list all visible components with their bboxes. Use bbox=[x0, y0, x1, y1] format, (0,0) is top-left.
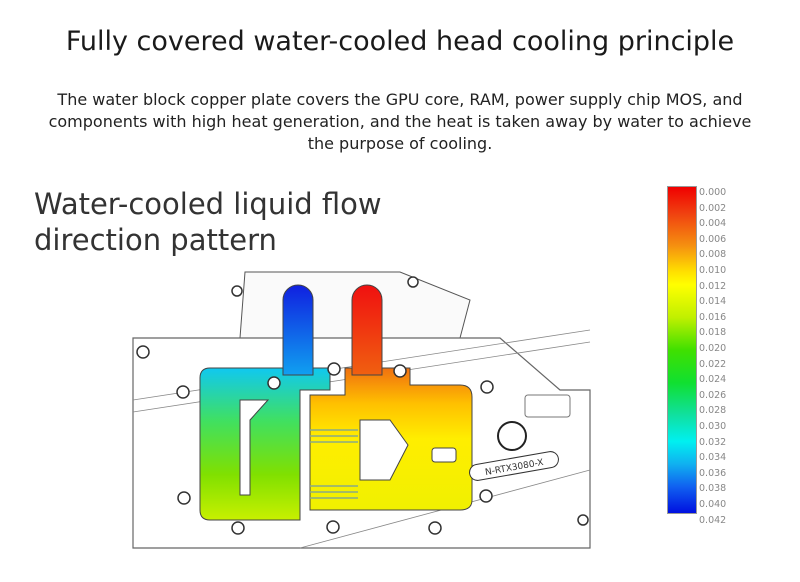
legend-label: 0.036 bbox=[699, 467, 727, 479]
legend-label: 0.008 bbox=[699, 249, 727, 261]
legend-label: 0.034 bbox=[699, 452, 727, 464]
section-heading: Water-cooled liquid flow direction patte… bbox=[34, 186, 382, 258]
coolant-channel-left bbox=[199, 367, 331, 521]
legend-label: 0.006 bbox=[699, 233, 727, 245]
legend-label: 0.028 bbox=[699, 405, 727, 417]
legend-label: 0.016 bbox=[699, 311, 727, 323]
legend-label: 0.018 bbox=[699, 327, 727, 339]
legend-label: 0.004 bbox=[699, 218, 727, 230]
legend-label: 0.026 bbox=[699, 389, 727, 401]
legend-label: 0.012 bbox=[699, 280, 727, 292]
cooling-fins bbox=[310, 429, 358, 499]
legend-label: 0.020 bbox=[699, 343, 727, 354]
legend-label: 0.030 bbox=[699, 421, 727, 432]
legend-label: 0.040 bbox=[699, 499, 727, 510]
page-title: Fully covered water-cooled head cooling … bbox=[65, 26, 735, 57]
legend-label: 0.000 bbox=[699, 187, 727, 198]
legend-label: 0.024 bbox=[699, 374, 727, 386]
screws bbox=[136, 276, 589, 535]
color-scale-bar bbox=[667, 186, 697, 514]
legend-label: 0.010 bbox=[699, 265, 727, 276]
legend-label: 0.022 bbox=[699, 358, 727, 370]
legend-label: 0.038 bbox=[699, 483, 727, 495]
description: The water block copper plate covers the … bbox=[48, 90, 752, 153]
heading-line-2: direction pattern bbox=[34, 223, 277, 257]
heading-line-1: Water-cooled liquid flow bbox=[34, 187, 382, 221]
inlet-port bbox=[282, 284, 314, 376]
brand-logo bbox=[497, 421, 527, 451]
outlet-port bbox=[351, 284, 383, 376]
legend-label: 0.042 bbox=[699, 514, 727, 526]
legend-label: 0.014 bbox=[699, 296, 727, 308]
legend-label: 0.002 bbox=[699, 202, 727, 214]
legend-label: 0.032 bbox=[699, 436, 727, 448]
